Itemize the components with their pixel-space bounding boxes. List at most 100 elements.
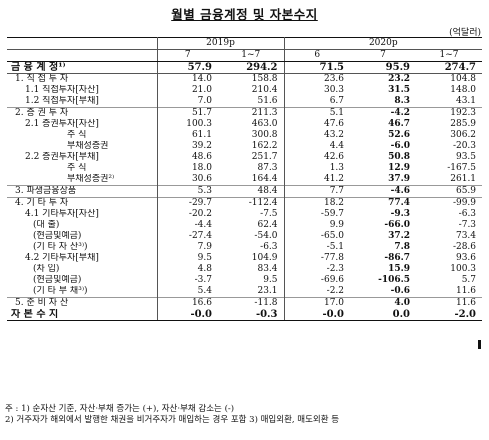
row-value: 261.1 (450, 174, 477, 184)
row-value: 18.0 (191, 163, 212, 173)
col-header: 6 (284, 49, 351, 62)
row-value: 48.6 (191, 152, 212, 162)
row-value: 4.0 (350, 297, 417, 309)
row-value: 37.9 (388, 174, 411, 184)
row-value: 21.0 (191, 85, 212, 95)
row-label: (차 입) (7, 264, 158, 275)
row-value: -0.3 (218, 309, 285, 321)
row-value: -106.5 (378, 275, 411, 285)
row-value: 210.4 (218, 85, 285, 96)
row-label: 3. 파생금융상품 (7, 185, 158, 198)
row-value: 4.8 (197, 264, 212, 274)
unit-label: (억달러) (449, 28, 481, 38)
row-value: -5.1 (326, 242, 345, 252)
table-row: 주 식 61.1 300.8 43.2 52.6 306.2 (7, 130, 482, 141)
row-value: -2.0 (416, 309, 483, 321)
col-header: 1~7 (416, 49, 483, 62)
table-row: (기 타 자 산³⁾) 7.9 -6.3 -5.1 7.8 -28.6 (7, 242, 482, 253)
footnote-2: 2) 거주자가 해외에서 발행한 채권을 비거주자가 매입하는 경우 포함 3)… (5, 415, 340, 425)
row-value: 65.9 (416, 185, 483, 198)
table-row: 1.1 직접투자[자산] 21.0 210.4 30.3 31.5 148.0 (7, 85, 482, 96)
table-row: (대 출) -4.4 62.4 9.9 -66.0 -7.3 (7, 220, 482, 231)
row-value: -167.5 (447, 163, 477, 173)
row-value: 14.0 (191, 74, 212, 84)
table-row: 부채성증권 39.2 162.2 4.4 -6.0 -20.3 (7, 141, 482, 152)
row-label: 1. 직 접 투 자 (7, 73, 158, 85)
row-value: 62.4 (218, 220, 285, 231)
row-value: 18.2 (284, 197, 351, 209)
table-row: 5. 준 비 자 산 16.6 -11.8 17.0 4.0 11.6 (7, 297, 483, 309)
row-value: -7.3 (458, 220, 477, 230)
row-value: 100.3 (186, 119, 212, 129)
row-value: 158.8 (218, 73, 285, 85)
row-value: -0.0 (284, 309, 351, 321)
table-row: 4.1 기타투자[자산] -20.2 -7.5 -59.7 -9.3 -6.3 (7, 209, 482, 220)
row-value: 7.9 (197, 242, 212, 252)
row-label: 1.2 직접투자[부채] (7, 96, 158, 108)
row-label: 부채성증권²⁾ (7, 174, 158, 186)
row-value: 4.4 (329, 141, 345, 151)
row-value: 162.2 (218, 141, 285, 152)
row-label: (대 출) (7, 220, 158, 231)
row-value: -20.2 (188, 209, 212, 219)
year-header-2020: 2020p (284, 37, 483, 50)
row-value: 7.8 (394, 242, 411, 252)
row-value: 73.4 (455, 231, 477, 241)
row-value: 211.3 (218, 107, 285, 119)
row-value: 5.1 (284, 107, 351, 119)
row-value: 0.0 (350, 309, 417, 321)
row-value: -59.7 (320, 209, 345, 219)
row-value: 48.4 (218, 185, 285, 198)
row-value: -86.7 (384, 253, 411, 263)
row-value: 30.6 (191, 174, 212, 184)
col-header: 7 (350, 49, 417, 62)
row-value: 31.5 (388, 85, 411, 95)
row-value: -0.6 (390, 286, 411, 296)
table-row: 2.2 증권투자[부채] 48.6 251.7 42.6 50.8 93.5 (7, 152, 482, 163)
row-value: -6.3 (458, 209, 477, 219)
row-label: 5. 준 비 자 산 (7, 297, 158, 309)
table-row: 2.1 증권투자[자산] 100.3 463.0 47.6 46.7 285.9 (7, 119, 482, 130)
row-value: -6.0 (390, 141, 411, 151)
row-value: 52.6 (388, 130, 411, 140)
financial-account-table: 2019p 2020p 7 1~7 6 7 1~7 금 융 계 정¹⁾ 57.9 2… (7, 37, 483, 321)
margin-mark (478, 340, 481, 349)
row-value: 23.2 (388, 74, 411, 84)
row-value: 77.4 (350, 197, 417, 209)
year-header-2019: 2019p (157, 37, 285, 50)
row-value: -6.3 (218, 242, 285, 253)
row-value: 43.2 (323, 130, 345, 140)
row-label: 4.1 기타투자[자산] (7, 209, 158, 220)
row-value: 9.5 (218, 275, 285, 286)
row-value: 8.3 (394, 96, 411, 106)
row-value: 15.9 (388, 264, 411, 274)
table-row: 1.2 직접투자[부채] 7.0 51.6 6.7 8.3 43.1 (7, 96, 482, 108)
row-value: 9.9 (329, 220, 345, 230)
row-label: 4.2 기타투자[부채] (7, 253, 158, 264)
row-value: 148.0 (450, 85, 477, 95)
row-value: 23.6 (323, 74, 345, 84)
page-title: 월별 금융계정 및 자본수지 (171, 7, 318, 22)
row-value: 104.9 (218, 253, 285, 264)
row-value: -3.7 (194, 275, 212, 285)
row-value: 11.6 (416, 297, 483, 309)
row-value: 5.3 (157, 185, 218, 198)
row-value: 23.1 (218, 286, 285, 298)
row-value: 42.6 (323, 152, 345, 162)
row-value: -66.0 (384, 220, 411, 230)
row-value: -65.0 (320, 231, 345, 241)
row-label: 4. 기 타 투 자 (7, 197, 158, 209)
row-value: -2.3 (326, 264, 345, 274)
row-value: 100.3 (450, 264, 477, 274)
row-value: 192.3 (416, 107, 483, 119)
table-row: 주 식 18.0 87.3 1.3 12.9 -167.5 (7, 163, 482, 174)
row-label: 부채성증권 (7, 141, 158, 152)
footnote-1: 주 : 1) 순자산 기준, 자산·부채 증가는 (+), 자산·부채 감소는 … (5, 404, 235, 414)
row-value: 41.2 (323, 174, 345, 184)
row-label: (현금및예금) (7, 275, 158, 286)
row-label: 자 본 수 지 (7, 309, 158, 321)
row-value: -4.2 (350, 107, 417, 119)
row-value: -2.2 (326, 286, 345, 296)
col-header: 7 (157, 49, 218, 62)
row-label: 2. 증 권 투 자 (7, 107, 158, 119)
